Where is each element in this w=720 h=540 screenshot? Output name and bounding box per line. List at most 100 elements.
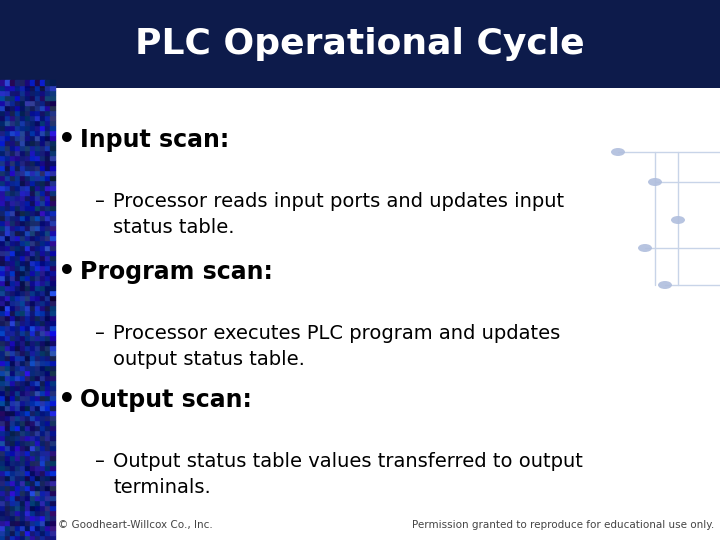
Bar [30, 495, 35, 500]
Bar [35, 420, 40, 425]
Bar [10, 450, 15, 455]
Bar [0, 165, 5, 170]
Bar [10, 415, 15, 420]
Bar [15, 295, 20, 300]
Bar [45, 375, 50, 380]
Bar [20, 245, 25, 250]
Bar [40, 110, 45, 115]
Bar [10, 170, 15, 175]
Bar [35, 150, 40, 155]
Bar [45, 360, 50, 365]
Bar [30, 505, 35, 510]
Bar [50, 470, 55, 475]
Bar [35, 270, 40, 275]
Bar [45, 265, 50, 270]
Bar [30, 435, 35, 440]
Bar [5, 160, 10, 165]
Bar [25, 100, 30, 105]
Bar [15, 520, 20, 525]
Bar [45, 330, 50, 335]
Bar [5, 100, 10, 105]
Bar [5, 485, 10, 490]
Bar [5, 480, 10, 485]
Bar [5, 520, 10, 525]
Bar [5, 175, 10, 180]
Bar [35, 305, 40, 310]
Bar [50, 240, 55, 245]
Bar [25, 440, 30, 445]
Bar [50, 295, 55, 300]
Bar [20, 370, 25, 375]
Bar [30, 225, 35, 230]
Bar [5, 255, 10, 260]
Bar [0, 230, 5, 235]
Bar [10, 90, 15, 95]
Bar [20, 130, 25, 135]
Bar [20, 120, 25, 125]
Bar [40, 240, 45, 245]
Bar [30, 390, 35, 395]
Bar [10, 505, 15, 510]
Bar [50, 150, 55, 155]
Bar [0, 380, 5, 385]
Bar [45, 95, 50, 100]
Bar [0, 430, 5, 435]
Bar [25, 145, 30, 150]
Bar [0, 485, 5, 490]
Bar [40, 530, 45, 535]
Bar [45, 400, 50, 405]
Bar [15, 390, 20, 395]
Bar [30, 320, 35, 325]
Bar [25, 275, 30, 280]
Bar [15, 455, 20, 460]
Bar [50, 125, 55, 130]
Bar [20, 315, 25, 320]
Bar [30, 250, 35, 255]
Bar [20, 80, 25, 85]
Bar [35, 280, 40, 285]
Bar [35, 405, 40, 410]
Bar [5, 290, 10, 295]
Bar [50, 345, 55, 350]
Bar [40, 250, 45, 255]
Bar [25, 425, 30, 430]
Bar [40, 90, 45, 95]
Bar [35, 195, 40, 200]
Bar [30, 165, 35, 170]
Bar [40, 85, 45, 90]
Bar [40, 405, 45, 410]
Bar [10, 125, 15, 130]
Bar [35, 290, 40, 295]
Bar [35, 200, 40, 205]
Bar [40, 170, 45, 175]
Bar [30, 485, 35, 490]
Bar [40, 245, 45, 250]
Bar [40, 230, 45, 235]
Bar [10, 255, 15, 260]
Bar [45, 390, 50, 395]
Bar [25, 365, 30, 370]
Bar [30, 380, 35, 385]
Bar [10, 355, 15, 360]
Bar [10, 470, 15, 475]
Bar [25, 460, 30, 465]
Text: © Goodheart-Willcox Co., Inc.: © Goodheart-Willcox Co., Inc. [58, 520, 212, 530]
Bar [20, 520, 25, 525]
Bar [40, 290, 45, 295]
Bar [20, 485, 25, 490]
Bar [30, 515, 35, 520]
Bar [35, 350, 40, 355]
Bar [10, 430, 15, 435]
Bar [10, 190, 15, 195]
Bar [45, 430, 50, 435]
Bar [25, 270, 30, 275]
Bar [25, 510, 30, 515]
Bar [0, 495, 5, 500]
Bar [40, 355, 45, 360]
Bar [30, 145, 35, 150]
Bar [35, 470, 40, 475]
Bar [10, 160, 15, 165]
Bar [15, 220, 20, 225]
Bar [20, 510, 25, 515]
Bar [30, 370, 35, 375]
